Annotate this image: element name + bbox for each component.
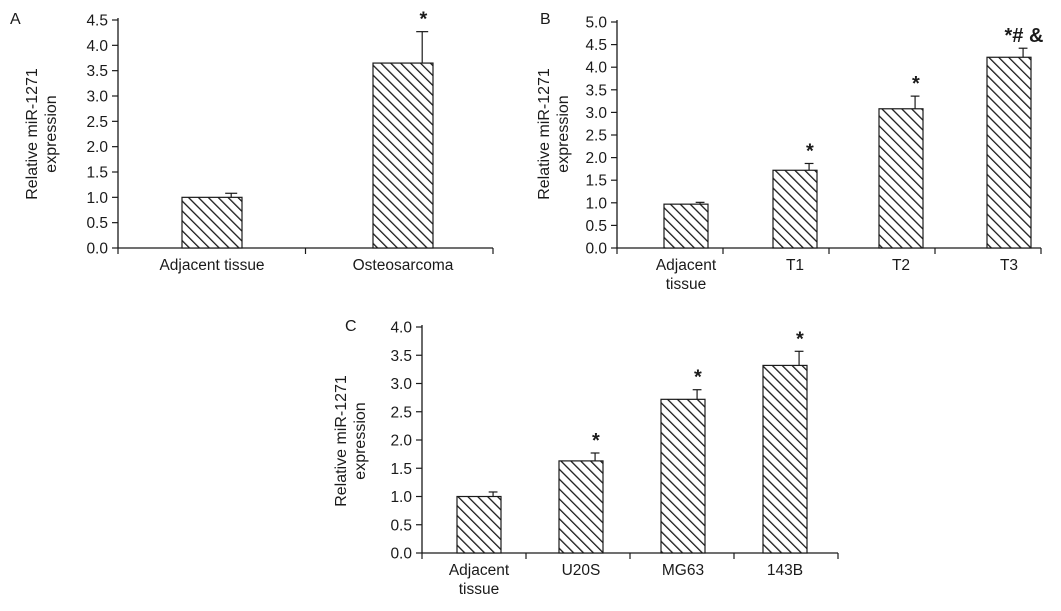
significance-marker: *: [592, 430, 600, 452]
panel-label: B: [540, 11, 551, 28]
y-tick-label: 5.0: [585, 15, 607, 32]
y-tick-label: 2.0: [86, 139, 108, 156]
y-tick-label: 4.5: [86, 13, 108, 30]
x-tick-label: T1: [786, 257, 804, 274]
y-tick-label: 3.0: [86, 89, 108, 106]
panel-c: C Relative miR-1271 expression 0.0 0.5 1.0 1.5…: [333, 318, 839, 598]
x-tick-label: MG63: [662, 562, 704, 579]
bar: [558, 460, 604, 554]
bar: [762, 364, 808, 554]
x-tick-label: Osteosarcoma: [353, 257, 454, 274]
bar: [456, 495, 502, 554]
x-tick-label: T2: [892, 257, 910, 274]
y-tick-label: 1.0: [585, 195, 607, 212]
x-tick-label: Adjacent tissue: [159, 257, 264, 274]
bar: [878, 108, 924, 249]
y-tick-label: 1.5: [585, 173, 607, 190]
x-tick-label: Adjacent tissue: [449, 562, 510, 598]
y-tick-label: 2.5: [86, 114, 108, 131]
y-tick-label: 2.0: [585, 150, 607, 167]
significance-marker: *: [420, 9, 428, 31]
bar: [663, 203, 709, 249]
y-tick-label: 2.5: [390, 404, 412, 421]
y-tick-label: 0.0: [390, 546, 412, 563]
y-tick-label: 1.0: [390, 489, 412, 506]
significance-marker: *: [806, 140, 814, 162]
significance-marker: *: [796, 328, 804, 350]
y-tick-label: 3.5: [86, 63, 108, 80]
x-tick-label: 143B: [767, 562, 803, 579]
y-axis-label: Relative miR-1271 expression: [24, 68, 60, 200]
y-tick-label: 3.5: [585, 82, 607, 99]
y-tick-label: 0.5: [585, 218, 607, 235]
panel-label: A: [10, 11, 21, 28]
y-tick-label: 4.0: [585, 60, 607, 77]
y-tick-label: 0.0: [86, 241, 108, 258]
y-axis-label: Relative miR-1271 expression: [536, 68, 572, 200]
y-tick-label: 1.0: [86, 190, 108, 207]
x-tick-label: T3: [1000, 257, 1018, 274]
y-tick-label: 1.5: [390, 461, 412, 478]
bar: [772, 169, 818, 249]
y-tick-label: 2.5: [585, 128, 607, 145]
y-tick-label: 3.0: [585, 105, 607, 122]
y-tick-label: 0.5: [390, 517, 412, 534]
bar: [986, 56, 1032, 249]
y-tick-label: 1.5: [86, 165, 108, 182]
y-tick-label: 2.0: [390, 433, 412, 450]
significance-marker: *# &: [1005, 25, 1044, 47]
x-tick-label: Adjacent tissue: [656, 257, 717, 293]
panel-a: A Relative miR-1271 expression 0.0 0.5 1.0 1.5…: [10, 9, 494, 274]
y-tick-label: 3.0: [390, 376, 412, 393]
bar: [181, 196, 243, 249]
x-tick-label: U20S: [562, 562, 601, 579]
y-tick-label: 0.0: [585, 241, 607, 258]
y-tick-label: 4.5: [585, 37, 607, 54]
y-axis-label: Relative miR-1271 expression: [333, 375, 369, 507]
panel-label: C: [345, 318, 357, 335]
bar: [660, 398, 706, 554]
significance-marker: *: [694, 367, 702, 389]
bar: [372, 62, 434, 249]
y-tick-label: 0.5: [86, 215, 108, 232]
y-tick-label: 3.5: [390, 348, 412, 365]
panel-b: B Relative miR-1271 expression 0.0 0.5 1.0 1.5…: [536, 11, 1043, 293]
significance-marker: *: [912, 73, 920, 95]
y-tick-label: 4.0: [86, 38, 108, 55]
y-tick-label: 4.0: [390, 320, 412, 337]
